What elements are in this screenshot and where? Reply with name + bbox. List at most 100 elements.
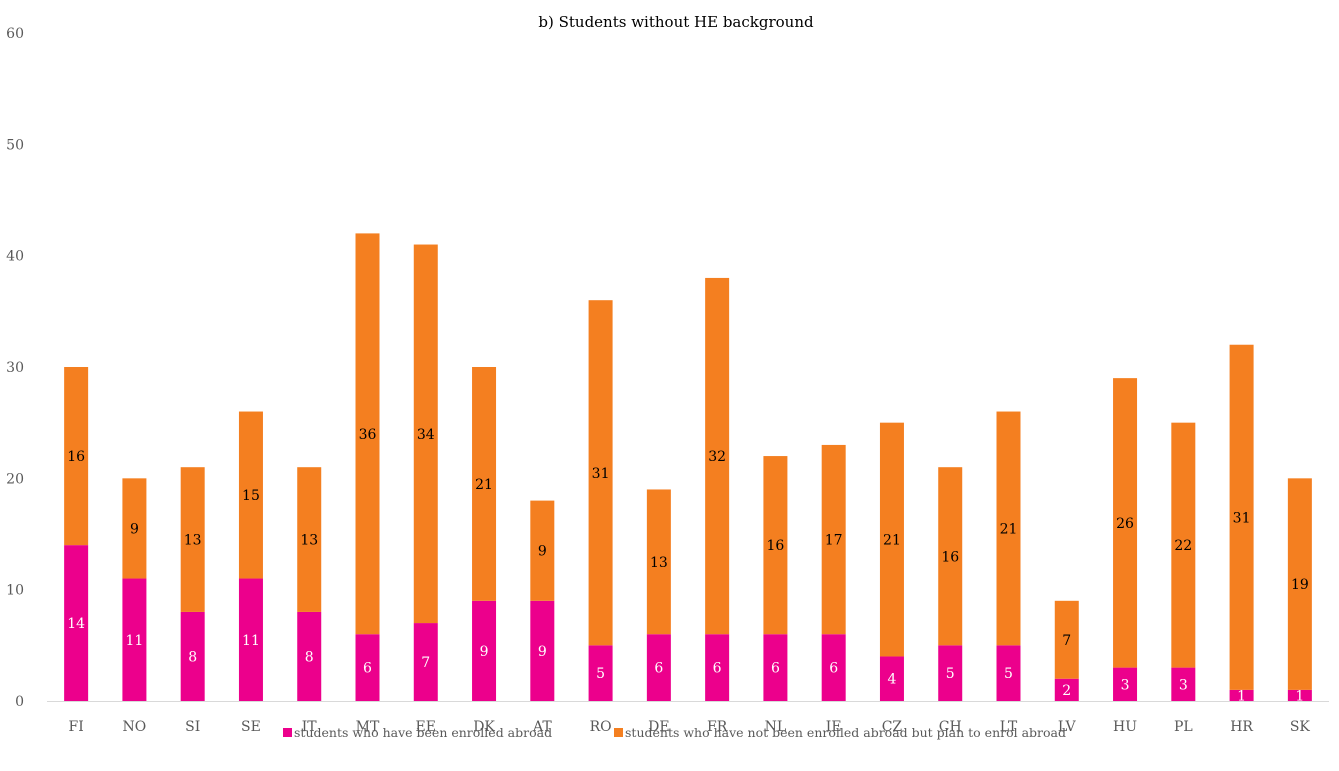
data-label: 31 — [592, 466, 610, 482]
x-tick-label: HU — [1113, 719, 1137, 735]
x-tick-label: RO — [590, 719, 612, 735]
x-tick-label: SK — [1290, 719, 1311, 735]
legend-swatch-series-1 — [283, 728, 292, 737]
bar-segment-se-series-1 — [238, 578, 263, 701]
x-tick-label: NO — [123, 719, 147, 735]
x-tick-label: LT — [1000, 719, 1018, 735]
data-label: 8 — [188, 649, 197, 665]
bar-segment-it-series-2 — [297, 467, 322, 612]
data-label: 9 — [538, 544, 547, 560]
x-tick-label: AT — [532, 719, 552, 735]
bar-segment-it-series-1 — [297, 611, 322, 701]
x-tick-label: IT — [302, 719, 318, 735]
data-label: 16 — [766, 538, 784, 554]
bar-segment-cz-series-2 — [879, 422, 904, 657]
bar-segment-de-series-2 — [646, 489, 671, 635]
x-tick-label: LV — [1058, 719, 1077, 735]
data-label: 3 — [1179, 677, 1188, 693]
bar-segment-de-series-1 — [646, 634, 671, 701]
bar-segment-ee-series-2 — [413, 244, 438, 624]
data-label: 31 — [1233, 510, 1251, 526]
data-label: 16 — [941, 549, 959, 565]
bar-segment-fr-series-2 — [705, 277, 730, 635]
data-label: 22 — [1174, 538, 1192, 554]
bar-segment-no-series-2 — [122, 478, 147, 579]
bar-segment-ee-series-1 — [413, 623, 438, 701]
bar-segment-ch-series-2 — [938, 467, 963, 646]
data-label: 21 — [475, 477, 493, 493]
bar-segment-dk-series-1 — [472, 600, 497, 701]
data-label: 17 — [825, 533, 843, 549]
x-tick-label: CH — [939, 719, 962, 735]
bar-segment-nl-series-2 — [763, 456, 788, 635]
data-label: 6 — [363, 661, 372, 677]
bar-segment-sk-series-2 — [1287, 478, 1312, 690]
data-label: 5 — [946, 666, 955, 682]
x-tick-label: DK — [473, 719, 495, 735]
data-label: 14 — [67, 616, 85, 632]
bar-segment-ie-series-2 — [821, 444, 846, 635]
bar-segment-si-series-2 — [180, 467, 205, 612]
data-label: 19 — [1291, 577, 1309, 593]
bar-segment-at-series-1 — [530, 600, 555, 701]
bars: 1416119813111581363673492199531613632616… — [64, 233, 1312, 704]
x-tick-label: IE — [826, 719, 842, 735]
x-tick-label: SI — [185, 719, 200, 735]
data-label: 5 — [1004, 666, 1013, 682]
chart-title: b) Students without HE background — [538, 13, 814, 31]
data-label: 1 — [1295, 688, 1304, 704]
legend-label-series-1: students who have been enrolled abroad — [294, 725, 552, 740]
y-tick-label: 40 — [6, 249, 24, 265]
data-label: 6 — [829, 661, 838, 677]
bar-segment-lv-series-1 — [1054, 678, 1079, 701]
legend-label-series-2: students who have not been enrolled abro… — [625, 725, 1066, 740]
data-label: 9 — [130, 521, 139, 537]
bar-segment-mt-series-1 — [355, 634, 380, 701]
bar-segment-sk-series-1 — [1287, 689, 1312, 701]
data-label: 26 — [1116, 516, 1134, 532]
x-tick-label: FR — [707, 719, 728, 735]
data-label: 13 — [650, 555, 668, 571]
x-tick-label: EE — [416, 719, 436, 735]
data-label: 4 — [887, 672, 896, 688]
bar-segment-dk-series-2 — [472, 367, 497, 601]
data-label: 11 — [125, 633, 143, 649]
x-tick-label: DE — [648, 719, 669, 735]
data-label: 9 — [480, 644, 489, 660]
x-axis: FI NO SI SE IT MT EE DK AT RO DE FR NL IE CZ CH LT LV HU PL… — [47, 701, 1329, 735]
data-label: 15 — [242, 488, 260, 504]
x-tick-label: HR — [1230, 719, 1253, 735]
data-label: 5 — [596, 666, 605, 682]
bar-segment-fi-series-1 — [64, 545, 89, 701]
bar-segment-ch-series-1 — [938, 645, 963, 701]
bar-segment-fr-series-1 — [705, 634, 730, 701]
y-tick-label: 30 — [6, 360, 24, 376]
data-label: 8 — [305, 649, 314, 665]
legend-swatch-series-2 — [614, 728, 623, 737]
bar-segment-fi-series-2 — [64, 367, 89, 546]
data-label: 32 — [708, 449, 726, 465]
bar-segment-hu-series-1 — [1113, 667, 1138, 701]
y-tick-label: 20 — [6, 471, 24, 487]
bar-segment-at-series-2 — [530, 500, 555, 601]
data-label: 16 — [67, 449, 85, 465]
bar-segment-cz-series-1 — [879, 656, 904, 701]
bar-segment-lt-series-2 — [996, 411, 1021, 646]
bar-segment-hu-series-2 — [1113, 378, 1138, 668]
data-label: 21 — [883, 533, 901, 549]
data-label: 3 — [1121, 677, 1130, 693]
bar-segment-lt-series-1 — [996, 645, 1021, 701]
x-tick-label: CZ — [882, 719, 903, 735]
data-label: 13 — [184, 533, 202, 549]
data-label: 2 — [1062, 683, 1071, 699]
data-label: 21 — [1000, 521, 1018, 537]
data-label: 6 — [771, 661, 780, 677]
data-label: 1 — [1237, 688, 1246, 704]
x-tick-label: FI — [69, 719, 84, 735]
bar-segment-si-series-1 — [180, 611, 205, 701]
data-label: 6 — [654, 661, 663, 677]
data-label: 7 — [1062, 633, 1071, 649]
data-label: 7 — [421, 655, 430, 671]
y-tick-label: 50 — [6, 137, 24, 153]
